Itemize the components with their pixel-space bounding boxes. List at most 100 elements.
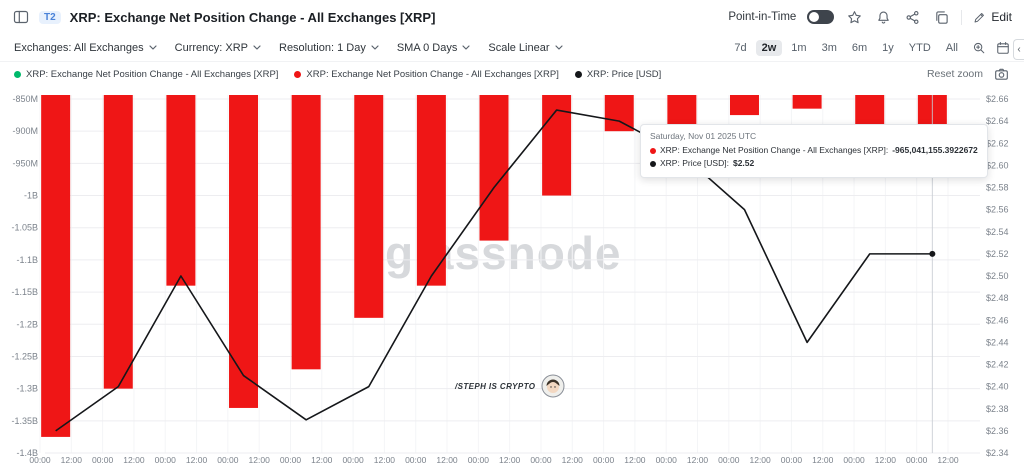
chevron-down-icon xyxy=(462,45,470,50)
series-dot xyxy=(14,70,21,78)
x-axis-tick-label: 00:00 xyxy=(342,455,364,465)
chevron-down-icon xyxy=(371,45,379,50)
tooltip-value: $2.52 xyxy=(732,158,755,168)
right-axis-tick-label: $2.64 xyxy=(986,116,1009,126)
series-dot xyxy=(294,70,302,78)
net-position-bar[interactable] xyxy=(855,95,885,125)
net-position-bar[interactable] xyxy=(604,95,634,132)
x-axis-tick-label: 00:00 xyxy=(593,455,615,465)
price-line xyxy=(55,109,933,432)
chevron-down-icon xyxy=(554,45,563,50)
range-ytd[interactable]: YTD xyxy=(908,41,931,54)
filter-currency[interactable]: Currency: XRP xyxy=(175,42,261,54)
toggle-knob xyxy=(809,12,820,22)
page-title: XRP: Exchange Net Position Change - All … xyxy=(69,9,436,25)
legend-label: XRP: Price [USD] xyxy=(586,68,662,80)
net-position-bar[interactable] xyxy=(667,95,697,125)
legend-item-2[interactable]: XRP: Price [USD] xyxy=(574,68,662,80)
x-axis-tick-label: 12:00 xyxy=(249,455,271,465)
tooltip-value: -965,041,155.3922672 xyxy=(892,145,978,155)
sidebar-toggle-icon[interactable] xyxy=(12,8,30,26)
x-axis-tick-label: 12:00 xyxy=(562,455,584,465)
point-in-time-label: Point-in-Time xyxy=(728,11,797,23)
filter-sma[interactable]: SMA 0 Days xyxy=(397,42,471,54)
author-watermark: /STEPH IS CRYPTO xyxy=(455,374,565,398)
camera-screenshot-icon[interactable] xyxy=(992,65,1010,83)
collapse-panel-handle[interactable]: ‹ xyxy=(1013,39,1024,60)
bell-icon[interactable] xyxy=(874,8,892,26)
range-6m[interactable]: 6m xyxy=(851,41,868,54)
filter-label: Scale Linear xyxy=(488,41,550,54)
chart-legend: XRP: Exchange Net Position Change - All … xyxy=(14,69,661,80)
left-axis-tick-label: -1.1B xyxy=(16,255,38,265)
range-1m[interactable]: 1m xyxy=(791,41,807,54)
zoom-select-icon[interactable] xyxy=(970,39,988,57)
filter-scale[interactable]: Scale Linear xyxy=(488,41,563,54)
net-position-bar[interactable] xyxy=(166,95,196,286)
right-axis-tick-label: $2.52 xyxy=(986,249,1009,259)
favorite-star-icon[interactable] xyxy=(845,8,863,26)
filter-exchanges[interactable]: Exchanges: All Exchanges xyxy=(14,42,157,54)
net-position-bar[interactable] xyxy=(479,95,509,241)
range-7d[interactable]: 7d xyxy=(734,41,747,54)
legend-label: XRP: Exchange Net Position Change - All … xyxy=(306,68,559,80)
x-axis-tick-label: 12:00 xyxy=(311,455,333,465)
x-axis-tick-label: 12:00 xyxy=(499,455,521,465)
chart-canvas[interactable]: -850M -900M -950M -1B -1.05B -1.1B -1.15B -1.2B… xyxy=(0,86,1024,469)
tier-badge: T2 xyxy=(39,10,61,24)
x-axis-tick-label: 12:00 xyxy=(624,455,646,465)
legend-item-1[interactable]: XRP: Exchange Net Position Change - All … xyxy=(294,68,559,80)
left-axis-tick-label: -1.4B xyxy=(16,448,38,458)
x-axis-tick-label: 12:00 xyxy=(749,455,771,465)
copy-icon[interactable] xyxy=(932,8,950,26)
pencil-icon xyxy=(974,12,985,22)
legend-bar: XRP: Exchange Net Position Change - All … xyxy=(0,62,1024,86)
right-axis-tick-label: $2.36 xyxy=(986,426,1009,436)
right-axis-tick-label: $2.60 xyxy=(986,160,1009,170)
net-position-bar[interactable] xyxy=(792,95,822,109)
x-axis-tick-label: 12:00 xyxy=(436,455,458,465)
series-dot xyxy=(574,70,582,78)
series-dot xyxy=(650,160,656,167)
net-position-bar[interactable] xyxy=(416,95,446,286)
net-position-bar[interactable] xyxy=(729,95,759,116)
range-all[interactable]: All xyxy=(945,41,958,54)
x-axis-tick-label: 00:00 xyxy=(781,455,803,465)
filter-bar: Exchanges: All Exchanges Currency: XRP Res… xyxy=(0,34,1024,62)
time-range-selector: 7d 2w 1m 3m 6m 1y YTD All xyxy=(728,39,1012,57)
range-2w[interactable]: 2w xyxy=(755,39,783,56)
reset-zoom-button[interactable]: Reset zoom xyxy=(926,68,983,80)
range-1y[interactable]: 1y xyxy=(882,41,894,54)
x-axis-tick-label: 12:00 xyxy=(186,455,208,465)
net-position-bar[interactable] xyxy=(229,95,259,408)
right-axis-tick-label: $2.58 xyxy=(986,183,1009,193)
tooltip-row: XRP: Exchange Net Position Change - All … xyxy=(650,144,978,157)
x-axis-tick-label: 00:00 xyxy=(530,455,552,465)
range-3m[interactable]: 3m xyxy=(821,41,837,54)
x-axis-tick-label: 00:00 xyxy=(155,455,177,465)
x-axis-tick-label: 12:00 xyxy=(812,455,834,465)
legend-item-0[interactable]: XRP: Exchange Net Position Change - All … xyxy=(14,69,278,80)
right-axis-tick-label: $2.40 xyxy=(986,382,1009,392)
point-in-time-toggle[interactable] xyxy=(807,10,835,24)
x-axis-tick-label: 12:00 xyxy=(687,455,709,465)
share-icon[interactable] xyxy=(903,8,921,26)
net-position-bar[interactable] xyxy=(103,95,133,389)
left-axis-tick-label: -950M xyxy=(12,158,38,168)
net-position-bar[interactable] xyxy=(41,95,71,437)
filter-label: Currency: XRP xyxy=(174,41,248,54)
left-axis-tick-label: -850M xyxy=(12,94,38,104)
edit-button[interactable]: Edit xyxy=(973,10,1012,24)
filter-label: SMA 0 Days xyxy=(396,41,458,54)
chevron-down-icon xyxy=(253,45,261,50)
edit-label: Edit xyxy=(991,10,1012,24)
net-position-bar[interactable] xyxy=(291,95,321,370)
right-axis-tick-label: $2.66 xyxy=(986,94,1009,104)
filter-resolution[interactable]: Resolution: 1 Day xyxy=(279,42,379,54)
calendar-icon[interactable] xyxy=(994,39,1012,57)
net-position-bar[interactable] xyxy=(354,95,384,318)
chart-area[interactable]: glassnode -850M -900M -950M -1B -1.05B -1.1B -… xyxy=(0,86,1024,469)
x-axis-tick-label: 00:00 xyxy=(718,455,740,465)
tooltip-date: Saturday, Nov 01 2025 UTC xyxy=(650,131,757,141)
right-axis-tick-label: $2.42 xyxy=(986,360,1009,370)
